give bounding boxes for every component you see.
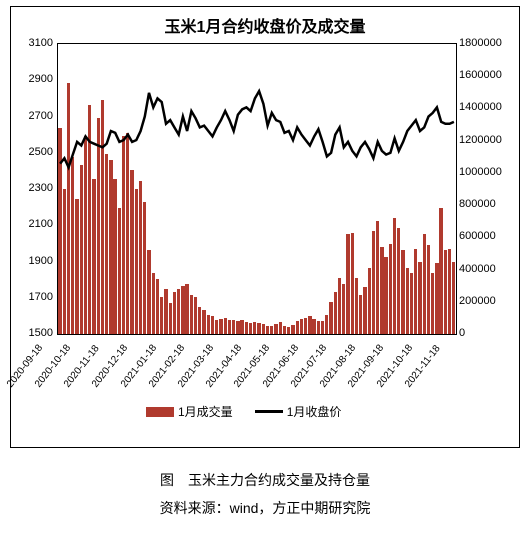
legend-label: 1月收盘价 — [287, 403, 342, 420]
chart-title: 玉米1月合约收盘价及成交量 — [11, 13, 519, 37]
y2-tick-label: 1400000 — [459, 101, 511, 113]
figure-container: 玉米1月合约收盘价及成交量 1500 1700 1900 2100 2300 2500 27… — [0, 6, 530, 518]
legend-swatch-bar — [146, 407, 174, 417]
y2-tick-label: 0 — [459, 327, 511, 339]
y2-tick-label: 200000 — [459, 295, 511, 307]
y2-tick-label: 400000 — [459, 263, 511, 275]
y2-tick-label: 1000000 — [459, 166, 511, 178]
y1-tick-label: 2500 — [23, 146, 53, 158]
legend-label: 1月成交量 — [178, 403, 233, 420]
legend-item: 1月收盘价 — [255, 403, 342, 420]
y2-tick-label: 1200000 — [459, 134, 511, 146]
legend: 1月成交量 1月收盘价 — [146, 403, 341, 420]
y2-tick-label: 600000 — [459, 230, 511, 242]
price-line-svg — [58, 44, 456, 334]
y1-tick-label: 1500 — [23, 327, 53, 339]
legend-item: 1月成交量 — [146, 403, 233, 420]
legend-swatch-line — [255, 410, 283, 413]
y2-tick-label: 1600000 — [459, 69, 511, 81]
y1-tick-label: 2900 — [23, 73, 53, 85]
y1-tick-label: 1900 — [23, 255, 53, 267]
y1-tick-label: 1700 — [23, 291, 53, 303]
caption-source: 资料来源：wind，方正中期研究院 — [0, 498, 530, 518]
y1-tick-label: 3100 — [23, 37, 53, 49]
y2-tick-label: 1800000 — [459, 37, 511, 49]
plot-area — [57, 43, 457, 335]
y1-tick-label: 2300 — [23, 182, 53, 194]
y1-tick-label: 2700 — [23, 110, 53, 122]
price-line — [60, 91, 454, 167]
y2-tick-label: 800000 — [459, 198, 511, 210]
chart-box: 玉米1月合约收盘价及成交量 1500 1700 1900 2100 2300 2500 27… — [10, 6, 520, 448]
y1-tick-label: 2100 — [23, 218, 53, 230]
caption-title: 图 玉米主力合约成交量及持仓量 — [0, 470, 530, 490]
